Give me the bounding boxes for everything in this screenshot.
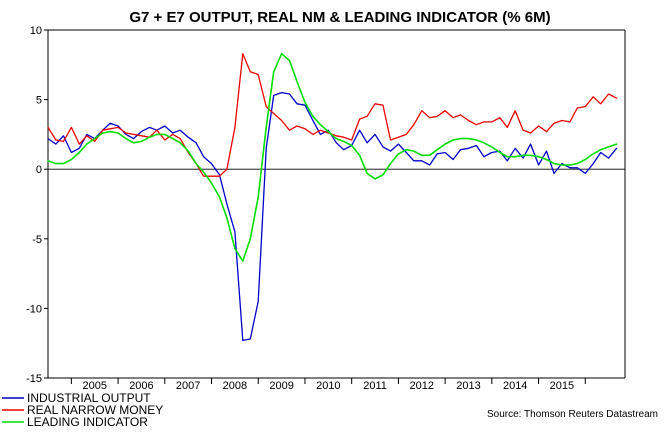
series-line-leading-indicator — [47, 52, 618, 262]
y-axis-ticks: 10 5 0 -5 -10 -15 — [26, 25, 48, 385]
x-tick-label: 2015 — [550, 380, 574, 392]
legend: INDUSTRIAL OUTPUT REAL NARROW MONEY LEAD… — [2, 391, 163, 429]
legend-label-leading-indicator: LEADING INDICATOR — [27, 415, 148, 429]
series-line-real-narrow-money — [47, 53, 618, 177]
chart-title: G7 + E7 OUTPUT, REAL NM & LEADING INDICA… — [129, 9, 550, 26]
y-tick-label: 10 — [30, 25, 42, 37]
x-tick-label: 2007 — [176, 380, 200, 392]
x-tick-label: 2014 — [503, 380, 527, 392]
y-tick-label: 5 — [36, 95, 42, 107]
source-note: Source: Thomson Reuters Datastream — [487, 409, 658, 420]
legend-label-real-narrow-money: REAL NARROW MONEY — [27, 403, 163, 417]
x-tick-label: 2005 — [82, 380, 106, 392]
x-tick-label: 2008 — [223, 380, 247, 392]
y-tick-label: -15 — [26, 373, 42, 385]
legend-label-industrial-output: INDUSTRIAL OUTPUT — [27, 391, 151, 405]
x-tick-label: 2013 — [456, 380, 480, 392]
plot-frame — [47, 29, 626, 379]
series-layer — [47, 52, 618, 342]
x-axis-ticks: 2005 2006 2007 2008 2009 2010 2011 2012 2013 2014… — [70, 378, 586, 392]
x-tick-label: 2010 — [316, 380, 340, 392]
x-tick-label: 2011 — [363, 380, 387, 392]
y-tick-label: -5 — [32, 234, 42, 246]
y-tick-label: 0 — [36, 164, 42, 176]
x-tick-label: 2009 — [269, 380, 293, 392]
series-line-industrial-output — [47, 91, 618, 342]
y-tick-label: -10 — [26, 303, 42, 315]
x-tick-label: 2006 — [129, 380, 153, 392]
x-tick-label: 2012 — [410, 380, 434, 392]
